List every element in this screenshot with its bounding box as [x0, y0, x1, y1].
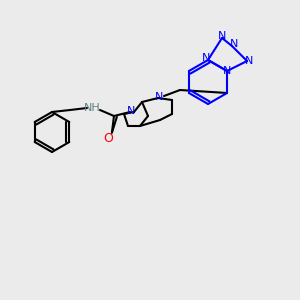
- Text: N: N: [155, 92, 163, 102]
- Text: N: N: [218, 31, 226, 41]
- Text: O: O: [103, 131, 113, 145]
- Text: N: N: [202, 53, 210, 63]
- Text: N: N: [230, 39, 238, 49]
- Text: N: N: [223, 66, 231, 76]
- Text: NH: NH: [84, 103, 100, 113]
- Text: N: N: [127, 106, 135, 116]
- Text: N: N: [245, 56, 253, 66]
